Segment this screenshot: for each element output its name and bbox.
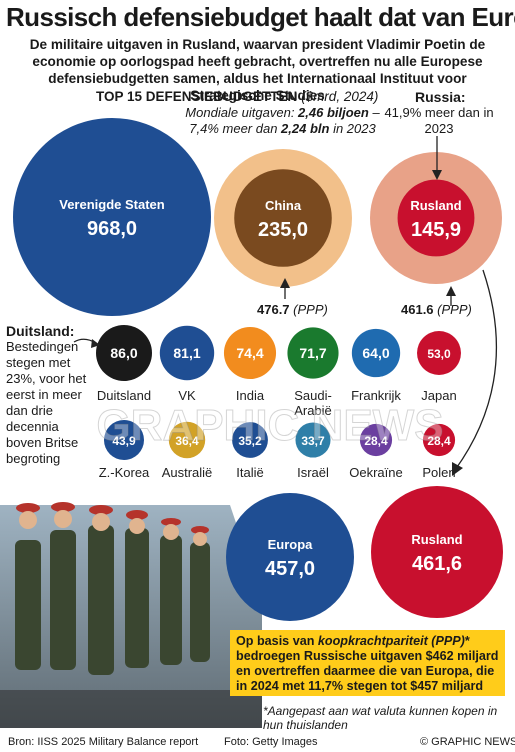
duitsland-value: 86,0 — [110, 345, 137, 361]
z-korea-value: 43,9 — [112, 434, 136, 448]
chart-header-label: TOP 15 DEFENSIEBUDGETTEN — [96, 89, 298, 104]
global-total: 2,46 biljoen — [298, 105, 369, 120]
z-korea-label: Z.-Korea — [99, 465, 150, 480]
ppp-explainer-asterisk: * — [464, 634, 470, 648]
duitsland-label: Duitsland — [97, 388, 151, 403]
chart-header-unit: ($mrd, 2024) — [301, 89, 379, 104]
brand-credit: © GRAPHIC NEWS — [420, 736, 515, 748]
z-korea-bubble — [103, 419, 145, 461]
israel-value: 33,7 — [301, 434, 325, 448]
photo-credit: Foto: Getty Images — [224, 736, 318, 748]
japan-bubble — [417, 331, 461, 375]
europa-ppp-name: Europa — [268, 537, 314, 552]
chart-header: TOP 15 DEFENSIEBUDGETTEN ($mrd, 2024) — [96, 89, 378, 104]
saudi-arabie-label-line1: Saudi- — [294, 388, 332, 403]
australie-label: Australië — [162, 465, 213, 480]
china-bubble — [234, 169, 332, 267]
vk-label: VK — [178, 388, 196, 403]
verenigde-staten-value: 968,0 — [87, 218, 137, 240]
russia-note-text: 41,9% meer dan in 2023 — [384, 105, 494, 136]
australie-bubble — [168, 421, 206, 459]
frankrijk-bubble — [351, 328, 401, 378]
ppp-explainer-pre: Op basis van — [236, 634, 318, 648]
russia-ppp-tag: (PPP) — [437, 302, 472, 317]
verenigde-staten-name: Verenigde Staten — [59, 197, 165, 212]
global-line1-post: – — [368, 105, 380, 120]
australie-value: 36,4 — [175, 434, 199, 448]
india-label: India — [236, 388, 265, 403]
israel-bubble — [295, 422, 331, 458]
page-title: Russisch defensiebudget haalt dat van Eu… — [6, 2, 515, 32]
oekraine-label: Oekraïne — [349, 465, 402, 480]
polen-label: Polen — [422, 465, 455, 480]
saudi-arabie-bubble — [287, 327, 339, 379]
rusland-ppp-name: Rusland — [411, 532, 462, 547]
rusland-ppp-value: 461,6 — [412, 553, 462, 575]
china-ppp-label: 476.7 (PPP) — [257, 302, 328, 317]
source-credit: Bron: IISS 2025 Military Balance report — [8, 736, 199, 748]
global-line2-post: in 2023 — [329, 121, 376, 136]
russia-ppp-label: 461.6 (PPP) — [401, 302, 472, 317]
japan-value: 53,0 — [427, 347, 451, 361]
japan-label: Japan — [421, 388, 456, 403]
footnote: *Aangepast aan wat valuta kunnen kopen i… — [263, 704, 498, 732]
rusland-name: Rusland — [410, 198, 461, 213]
rusland-ppp-bubble — [371, 486, 503, 618]
global-prev-total: 2,24 bln — [281, 121, 330, 136]
india-value: 74,4 — [236, 345, 263, 361]
china-ppp-tag: (PPP) — [293, 302, 328, 317]
germany-note-heading: Duitsland: — [6, 323, 75, 339]
europa-ppp-value: 457,0 — [265, 558, 315, 580]
page-subtitle: De militaire uitgaven in Rusland, waarva… — [29, 37, 486, 103]
saudi-arabie-value: 71,7 — [299, 345, 326, 361]
frankrijk-label: Frankrijk — [351, 388, 401, 403]
china-value: 235,0 — [258, 219, 308, 241]
italie-label: Italië — [236, 465, 263, 480]
russia-note-heading: Russia: — [415, 89, 466, 105]
saudi-arabie-label-line2: Arabië — [294, 403, 332, 418]
polen-bubble — [422, 423, 456, 457]
italie-value: 35,2 — [238, 434, 262, 448]
rusland-bubble — [397, 179, 475, 257]
oekraine-bubble — [359, 423, 393, 457]
ppp-explainer-box: Op basis van koopkrachtpariteit (PPP)* b… — [230, 630, 505, 696]
china-name: China — [265, 198, 302, 213]
global-spending-note: Mondiale uitgaven: 2,46 biljoen – 7,4% m… — [150, 105, 415, 137]
ppp-explainer-term: koopkrachtpariteit (PPP) — [317, 634, 465, 648]
oekraine-value: 28,4 — [364, 434, 388, 448]
global-line1-pre: Mondiale uitgaven: — [185, 105, 299, 120]
soldiers-photo — [0, 502, 262, 728]
india-bubble — [223, 326, 277, 380]
italie-bubble — [232, 422, 268, 458]
annotation-arrows — [73, 136, 497, 476]
ppp-explainer-text: bedroegen Russische uitgaven $462 miljar… — [236, 649, 499, 693]
polen-value: 28,4 — [427, 434, 451, 448]
vk-value: 81,1 — [173, 345, 200, 361]
verenigde-staten-bubble — [13, 118, 211, 316]
israel-label: Israël — [297, 465, 329, 480]
china-ppp-value: 476.7 — [257, 302, 290, 317]
germany-note: Duitsland: Bestedingen stegen met 23%, v… — [6, 323, 96, 467]
rusland-value: 145,9 — [411, 219, 461, 241]
europa-ppp-bubble — [226, 493, 354, 621]
watermark-text: GRAPHIC NEWS — [96, 401, 443, 450]
frankrijk-value: 64,0 — [362, 345, 389, 361]
global-line2-pre: 7,4% meer dan — [189, 121, 282, 136]
duitsland-bubble — [96, 325, 152, 381]
vk-bubble — [159, 325, 215, 381]
russia-ppp-value: 461.6 — [401, 302, 434, 317]
germany-note-text: Bestedingen stegen met 23%, voor het eer… — [6, 339, 87, 466]
